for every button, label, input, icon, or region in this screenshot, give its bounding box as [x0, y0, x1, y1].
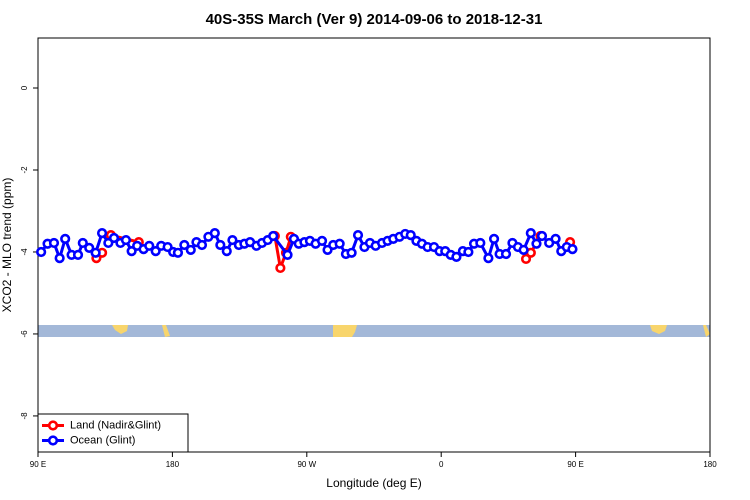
- point: [500, 248, 512, 260]
- point: [60, 233, 71, 244]
- point: [282, 249, 293, 260]
- point: [179, 239, 190, 251]
- point: [268, 230, 279, 242]
- point: [520, 253, 532, 265]
- chart-title: 40S-35S March (Ver 9) 2014-09-06 to 2018…: [206, 11, 543, 28]
- point: [209, 228, 220, 239]
- point: [120, 234, 132, 246]
- point: [196, 239, 208, 251]
- point: [405, 230, 416, 241]
- point: [185, 244, 196, 256]
- x-tick-label: 90 E: [567, 460, 583, 469]
- point: [275, 262, 286, 274]
- point: [483, 253, 494, 264]
- point: [346, 247, 357, 258]
- y-tick-label: -4: [20, 248, 29, 256]
- point: [352, 230, 364, 241]
- point: [90, 247, 101, 258]
- point: [475, 237, 486, 249]
- x-tick-label: 180: [703, 460, 717, 469]
- y-tick-label: -2: [20, 166, 29, 174]
- legend-label: Land (Nadir&Glint): [70, 419, 161, 431]
- point: [221, 246, 232, 257]
- land-strip: [38, 325, 710, 337]
- point: [144, 240, 155, 251]
- point: [525, 228, 536, 239]
- x-tick-label: 90 W: [297, 460, 316, 469]
- legend-marker: [47, 420, 59, 431]
- point: [108, 232, 120, 244]
- legend-label: Ocean (Glint): [70, 434, 135, 446]
- point: [36, 246, 47, 258]
- x-tick-label: 90 E: [30, 460, 46, 469]
- legend-marker: [47, 435, 59, 446]
- point: [96, 228, 108, 239]
- point: [172, 247, 184, 258]
- point: [215, 239, 226, 251]
- point: [72, 249, 84, 260]
- y-tick-label: -8: [20, 412, 29, 420]
- point: [567, 243, 578, 255]
- point: [531, 238, 542, 249]
- legend: Land (Nadir&Glint) Ocean (Glint): [37, 413, 189, 453]
- x-axis-label: Longitude (deg E): [326, 476, 421, 490]
- point: [451, 251, 462, 262]
- point: [463, 246, 474, 258]
- y-tick-label: 0: [20, 85, 29, 90]
- point: [227, 234, 238, 246]
- point: [488, 233, 500, 244]
- y-axis-label: XCO2 - MLO trend (ppm): [0, 178, 14, 313]
- point: [536, 230, 548, 242]
- point: [316, 235, 328, 247]
- point: [77, 237, 88, 249]
- point: [54, 253, 65, 264]
- legend-box: [37, 413, 189, 453]
- point: [550, 233, 561, 244]
- point: [518, 244, 529, 256]
- x-tick-label: 180: [166, 460, 180, 469]
- y-tick-label: -6: [20, 330, 29, 338]
- plot-frame: [37, 37, 711, 453]
- x-tick-label: 0: [439, 460, 444, 469]
- point: [334, 238, 345, 249]
- point: [84, 242, 95, 253]
- point: [48, 237, 60, 249]
